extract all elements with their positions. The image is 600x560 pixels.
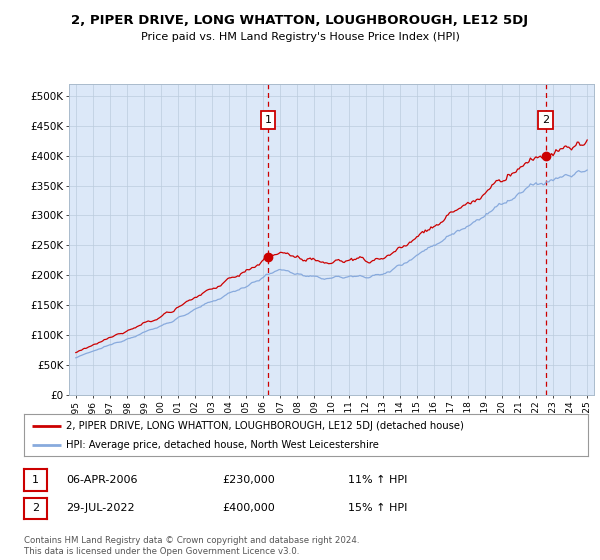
Text: Price paid vs. HM Land Registry's House Price Index (HPI): Price paid vs. HM Land Registry's House … [140,32,460,43]
Text: 1: 1 [265,115,271,125]
Text: 2: 2 [32,503,39,514]
Text: 2, PIPER DRIVE, LONG WHATTON, LOUGHBOROUGH, LE12 5DJ (detached house): 2, PIPER DRIVE, LONG WHATTON, LOUGHBOROU… [66,421,464,431]
Text: 2, PIPER DRIVE, LONG WHATTON, LOUGHBOROUGH, LE12 5DJ: 2, PIPER DRIVE, LONG WHATTON, LOUGHBOROU… [71,14,529,27]
Text: 15% ↑ HPI: 15% ↑ HPI [348,503,407,514]
Text: 2: 2 [542,115,550,125]
Text: 1: 1 [32,475,39,485]
Text: 11% ↑ HPI: 11% ↑ HPI [348,475,407,485]
Text: Contains HM Land Registry data © Crown copyright and database right 2024.
This d: Contains HM Land Registry data © Crown c… [24,536,359,556]
Text: HPI: Average price, detached house, North West Leicestershire: HPI: Average price, detached house, Nort… [66,440,379,450]
Text: 06-APR-2006: 06-APR-2006 [66,475,137,485]
Text: 29-JUL-2022: 29-JUL-2022 [66,503,134,514]
Text: £400,000: £400,000 [222,503,275,514]
Text: £230,000: £230,000 [222,475,275,485]
